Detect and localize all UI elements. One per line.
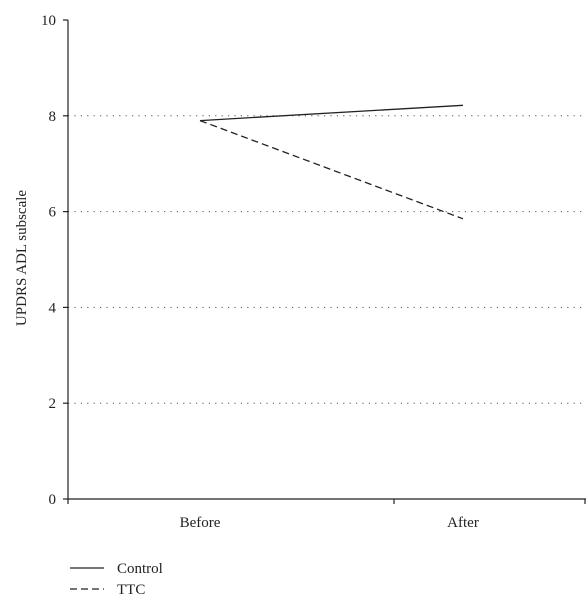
legend-label-ttc: TTC bbox=[117, 582, 145, 598]
y-tick-label: 6 bbox=[49, 205, 57, 221]
series-lines bbox=[199, 104, 464, 220]
series-line-control bbox=[199, 104, 464, 122]
y-tick-label: 2 bbox=[49, 396, 57, 412]
legend: Control TTC bbox=[70, 561, 163, 598]
y-tick-label: 0 bbox=[49, 492, 57, 508]
y-tick-label: 8 bbox=[49, 109, 57, 125]
x-tick-label: After bbox=[447, 515, 479, 531]
x-ticks: Before After bbox=[67, 499, 586, 531]
legend-label-control: Control bbox=[117, 561, 163, 577]
y-gridlines bbox=[68, 115, 586, 404]
y-axis-label: UPDRS ADL subscale bbox=[14, 190, 30, 326]
y-ticks: 0 2 4 6 8 10 bbox=[41, 13, 68, 508]
series-line-ttc bbox=[199, 119, 464, 220]
x-tick-label: Before bbox=[180, 515, 221, 531]
y-tick-label: 10 bbox=[41, 13, 56, 29]
y-tick-label: 4 bbox=[49, 300, 57, 316]
